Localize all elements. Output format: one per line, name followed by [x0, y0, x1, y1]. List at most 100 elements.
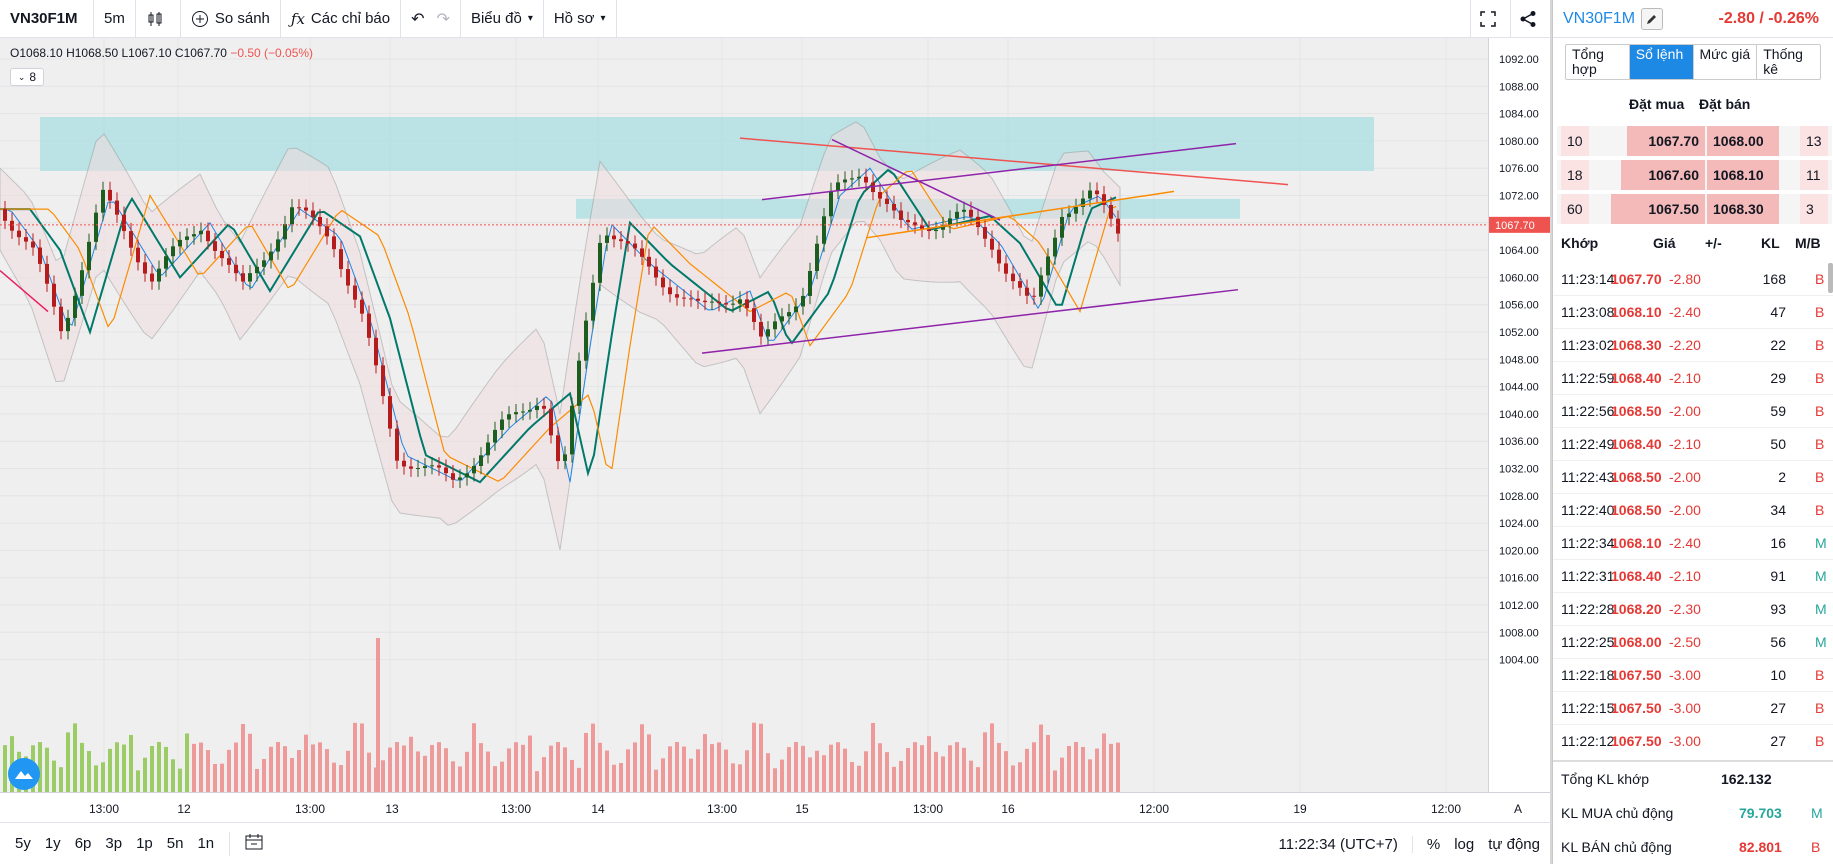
- candle-body: [1109, 204, 1113, 219]
- undo-icon[interactable]: ↶: [411, 10, 425, 28]
- tab-orderbook[interactable]: Sổ lệnh: [1629, 45, 1694, 79]
- volume-bar: [66, 732, 70, 792]
- candle-body: [423, 466, 427, 469]
- volume-bar: [143, 757, 147, 792]
- volume-bar: [934, 751, 938, 792]
- chart-type-button[interactable]: [136, 0, 181, 38]
- trade-price: 1068.50: [1611, 502, 1662, 518]
- candle-body: [885, 198, 889, 204]
- price-axis[interactable]: 1092.00 1088.00 1084.00 1080.00 1076.00 1072.…: [1488, 38, 1551, 792]
- range-3p[interactable]: 3p: [105, 835, 123, 852]
- candle-body: [388, 396, 392, 429]
- compare-button[interactable]: So sánh: [181, 0, 281, 38]
- candle-body: [528, 410, 532, 412]
- edit-button[interactable]: [1641, 7, 1664, 30]
- candle-body: [906, 219, 910, 223]
- volume-bar: [304, 734, 308, 792]
- ask-price[interactable]: 1068.00: [1707, 126, 1779, 156]
- price-tick-label: 1024.00: [1499, 518, 1539, 530]
- ask-price[interactable]: 1068.10: [1707, 160, 1779, 190]
- range-1y[interactable]: 1y: [44, 835, 61, 852]
- indicators-button[interactable]: ƒx Các chỉ báo: [281, 0, 402, 38]
- chart-toolbar: VN30F1M 5m So sánh ƒx Các chỉ báo ↶ ↷ Bi…: [0, 0, 1550, 38]
- volume-bar: [262, 758, 266, 792]
- low-value: 1067.10: [128, 46, 172, 60]
- trade-volume: 2: [1778, 469, 1786, 485]
- bid-price[interactable]: 1067.70: [1627, 126, 1705, 156]
- candle-body: [500, 419, 504, 430]
- candle-body: [136, 247, 140, 263]
- date-range-icon[interactable]: [238, 833, 270, 854]
- candle-body: [948, 218, 952, 226]
- candle-body: [787, 312, 791, 317]
- candle-body: [220, 250, 224, 259]
- ask-price[interactable]: 1068.30: [1707, 194, 1779, 224]
- panel-header: VN30F1M -2.80 / -0.26%: [1553, 0, 1833, 38]
- volume-bar: [906, 747, 910, 792]
- volume-bar: [598, 742, 602, 792]
- redo-icon[interactable]: ↷: [436, 10, 450, 28]
- volume-bar: [990, 723, 994, 792]
- volume-bar: [570, 759, 574, 792]
- interval-button[interactable]: 5m: [94, 0, 136, 38]
- log-toggle[interactable]: log: [1454, 835, 1475, 853]
- volume-bar: [472, 723, 476, 792]
- range-1n[interactable]: 1n: [197, 835, 215, 852]
- candle-body: [766, 329, 770, 337]
- range-5n[interactable]: 5n: [166, 835, 184, 852]
- range-5y[interactable]: 5y: [15, 835, 31, 852]
- price-tick-label: 1016.00: [1499, 573, 1539, 585]
- volume-bar: [486, 751, 490, 792]
- volume-bar: [1046, 734, 1050, 792]
- trade-change: -2.80: [1669, 271, 1701, 287]
- tab-statistics[interactable]: Thống kê: [1763, 46, 1803, 77]
- percent-toggle[interactable]: %: [1426, 835, 1441, 853]
- candle-body: [479, 455, 483, 467]
- candle-body: [563, 454, 567, 462]
- volume-bar: [122, 744, 126, 792]
- trade-change: -2.50: [1669, 634, 1701, 650]
- bid-price[interactable]: 1067.60: [1621, 160, 1705, 190]
- candle-body: [661, 277, 665, 288]
- candle-body: [416, 468, 420, 470]
- trades-list[interactable]: 11:23:14 1067.70 -2.80 168 B 11:23:08 1068.10-…: [1553, 263, 1833, 756]
- price-chart[interactable]: [0, 38, 1488, 792]
- price-tick-label: 1092.00: [1499, 54, 1539, 66]
- range-1p[interactable]: 1p: [136, 835, 153, 852]
- profile-menu[interactable]: Hồ sơ ▾: [544, 0, 617, 38]
- candle-body: [1018, 281, 1022, 288]
- plus-circle-icon: [191, 10, 208, 27]
- symbol-search[interactable]: VN30F1M: [0, 0, 94, 38]
- range-6p[interactable]: 6p: [74, 835, 92, 852]
- tab-summary[interactable]: Tổng hợp: [1566, 45, 1630, 79]
- candle-body: [654, 266, 658, 278]
- candle-body: [66, 317, 70, 332]
- time-axis[interactable]: 13:00 12 13:00 13 13:00 14 13:00 15 13:00 16 12:00…: [0, 792, 1550, 822]
- volume-bar: [171, 759, 175, 792]
- volume-bar: [885, 752, 889, 792]
- panel-divider[interactable]: [1550, 0, 1552, 864]
- trade-time: 11:22:28: [1561, 601, 1615, 617]
- panel-symbol[interactable]: VN30F1M: [1563, 9, 1636, 27]
- tab-price-levels[interactable]: Mức giá: [1694, 45, 1758, 79]
- candle-body: [185, 236, 189, 240]
- candle-body: [829, 190, 833, 217]
- candle-body: [969, 209, 973, 217]
- auto-toggle[interactable]: tự động: [1488, 835, 1540, 853]
- trades-scrollbar[interactable]: [1828, 263, 1833, 293]
- volume-bar: [745, 750, 749, 792]
- chart-menu[interactable]: Biểu đồ ▾: [461, 0, 544, 38]
- candle-body: [871, 182, 875, 193]
- time-tick-label: 14: [591, 802, 605, 816]
- share-button[interactable]: [1510, 0, 1550, 38]
- candle-body: [962, 209, 966, 212]
- volume-bar: [941, 756, 945, 792]
- candle-body: [864, 176, 868, 183]
- volume-bar: [535, 771, 539, 792]
- fullscreen-button[interactable]: [1470, 0, 1510, 38]
- bid-price[interactable]: 1067.50: [1611, 194, 1705, 224]
- trade-volume: 47: [1770, 304, 1786, 320]
- indicator-toggle[interactable]: ⌄ 8: [10, 68, 44, 86]
- candle-body: [402, 460, 406, 467]
- chart-plot-area[interactable]: O1068.10 H1068.50 L1067.10 C1067.70 −0.5…: [0, 38, 1488, 792]
